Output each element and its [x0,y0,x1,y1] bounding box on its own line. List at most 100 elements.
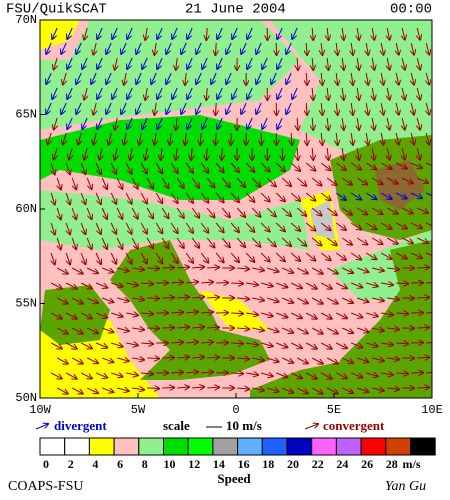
convergent-vector [246,313,258,315]
convergent-vector [372,358,384,361]
convergent-vector [426,132,429,145]
convergent-vector [306,42,307,55]
convergent-vector [342,117,344,130]
colorbar-swatch [410,437,436,456]
convergent-vector [186,312,198,313]
convergent-vector [246,343,258,345]
convergent-vector [387,328,399,329]
convergent-vector [366,132,368,145]
footer-left: COAPS-FSU [8,479,83,494]
convergent-vector [341,297,353,303]
convergent-vector [336,42,337,55]
convergent-vector [146,207,153,218]
convergent-vector [251,237,260,247]
divergent-vector [292,87,298,99]
convergent-vector [161,177,168,188]
convergent-vector [387,358,399,359]
header-time: 00:00 [390,2,432,18]
convergent-vector [147,328,159,329]
convergent-vector [126,343,138,345]
convergent-vector [185,162,193,173]
convergent-vector [416,177,428,183]
convergent-vector [146,177,153,188]
lat-label: 65N [15,108,37,122]
convergent-vector [245,192,254,202]
convergent-vector [305,282,317,289]
convergent-vector [147,388,159,389]
divergent-vector [187,57,193,69]
convergent-vector [50,312,62,319]
convergent-vector [245,222,254,232]
divergent-vector [217,57,223,69]
divergent-vector [217,87,223,99]
divergent-vector [211,72,217,84]
convergent-vector [245,252,254,262]
divergent-vector [277,117,283,129]
divergent-vector [410,192,422,198]
convergent-vector [381,373,393,375]
convergent-vector [341,357,353,363]
convergent-vector [147,298,159,299]
convergent-vector [395,222,407,229]
convergent-vector [341,177,352,185]
convergent-vector [327,57,328,70]
divergent-vector [157,87,163,99]
convergent-vector [386,237,398,244]
convergent-vector [95,192,101,204]
divergent-vector [217,27,223,39]
colorbar-label: 18 [262,457,274,471]
convergent-vector [115,57,118,70]
convergent-vector [130,147,132,160]
convergent-vector [50,372,62,379]
convergent-vector [170,222,177,233]
convergent-vector [282,297,293,303]
convergent-vector [237,268,249,269]
convergent-vector [111,343,122,347]
convergent-vector [56,327,68,334]
convergent-vector [252,328,264,330]
convergent-vector [381,283,393,285]
convergent-vector [132,298,144,300]
colorbar-title: Speed [217,471,251,486]
convergent-vector [51,162,55,174]
convergent-vector [366,102,368,115]
convergent-vector [402,87,405,100]
convergent-vector [327,27,328,40]
convergent-vector [335,162,346,170]
convergent-vector [111,283,122,287]
convergent-vector [206,237,214,248]
convergent-vector [147,358,159,359]
convergent-vector [139,132,141,145]
convergent-vector [341,237,352,245]
convergent-vector [230,252,239,262]
colorbar-swatch [64,437,90,456]
convergent-vector [170,132,172,145]
convergent-vector [312,87,313,100]
convergent-vector [371,207,382,214]
convergent-vector [80,312,92,318]
convergent-vector [276,312,287,317]
convergent-vector [102,387,113,392]
convergent-vector [381,313,393,315]
convergent-vector [84,147,87,160]
divergent-vector [187,117,193,129]
convergent-vector [320,282,332,289]
convergent-vector [417,87,420,100]
convergent-vector [230,192,239,202]
convergent-vector [411,72,414,85]
convergent-vector [86,327,98,333]
convergent-vector [380,252,391,259]
convergent-vector [351,282,362,287]
legend-convergent: convergent [323,418,385,433]
convergent-vector [416,237,428,243]
convergent-vector [191,177,199,188]
convergent-vector [145,147,147,160]
convergent-vector [110,192,116,204]
convergent-vector [200,222,208,233]
convergent-vector [357,268,368,272]
convergent-vector [381,42,383,55]
divergent-vector [112,87,118,99]
convergent-vector [246,373,258,375]
convergent-vector [117,358,129,361]
convergent-vector [140,162,147,174]
